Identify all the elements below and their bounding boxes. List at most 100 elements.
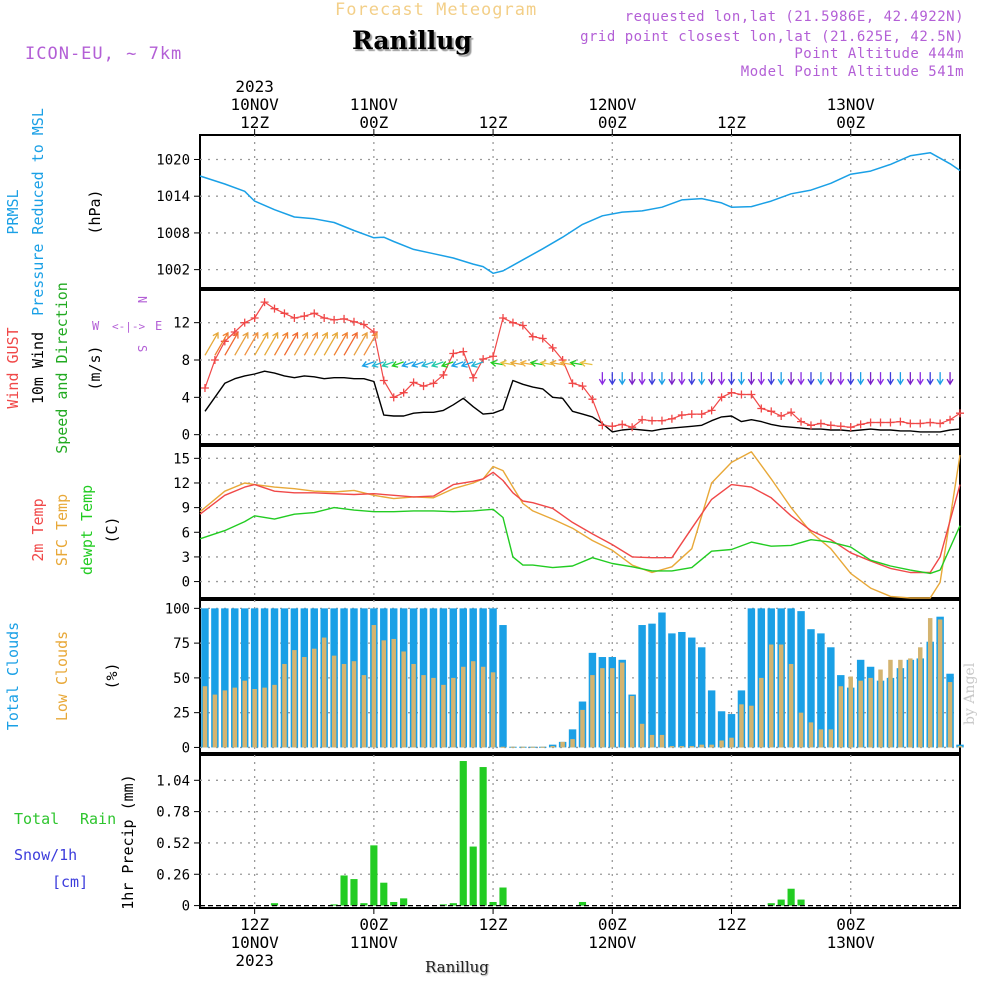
total-cloud-bar [717, 711, 726, 748]
low-cloud-bar [739, 704, 744, 748]
gust-marker [856, 420, 865, 429]
top-time-label: 00Z [598, 113, 627, 132]
low-cloud-bar [371, 625, 377, 748]
bottom-time-label: 2023 [235, 951, 274, 970]
wind-direction-arrow [926, 372, 934, 386]
wind-direction-arrow [303, 331, 319, 356]
gust-marker [479, 355, 488, 364]
cloud-series [201, 608, 964, 748]
wind-direction-arrow [214, 331, 229, 356]
wind-arrow-shape [777, 372, 785, 386]
rain-bar [370, 845, 378, 906]
wind-direction-arrow [946, 372, 954, 386]
low-cloud-bar [649, 734, 655, 748]
wind-direction-arrow [777, 372, 785, 386]
y-tick-label: 3 [182, 550, 190, 566]
wind-arrow-shape [847, 372, 855, 386]
wind-arrow-shape [460, 361, 474, 368]
wind-direction-arrow [807, 372, 815, 386]
rain-bar [340, 875, 348, 906]
model-point-altitude: Model Point Altitude 541m [740, 64, 964, 80]
rain-bar [270, 903, 279, 906]
total-cloud-bar [211, 608, 219, 748]
gust-marker [787, 408, 796, 417]
wind-direction-arrow [529, 359, 543, 367]
gust-marker [538, 334, 547, 343]
total-cloud-bar [270, 608, 279, 748]
low-cloud-bar [490, 672, 496, 748]
wind-arrow-shape [539, 359, 553, 367]
wind-direction-arrow [509, 359, 523, 367]
gust-marker [667, 414, 676, 423]
compass-arrows: <-|-> [112, 320, 145, 333]
wind-direction-arrow [363, 331, 378, 356]
wind-arrow-shape [489, 359, 504, 367]
low-cloud-bar [838, 686, 844, 748]
wind-arrow-shape [658, 372, 666, 386]
rain-bar [499, 887, 507, 906]
wind-direction-arrow [450, 361, 464, 368]
wind-direction-arrow [857, 372, 865, 386]
total-cloud-bar [638, 625, 646, 748]
gust-marker [797, 417, 806, 426]
low-cloud-bar [470, 661, 476, 748]
wind-direction-arrow [254, 331, 269, 356]
total-cloud-bar [688, 637, 696, 748]
gust-marker [697, 410, 706, 419]
low-cloud-bar [331, 655, 337, 748]
gust-marker [499, 314, 508, 322]
wind-direction-arrow [886, 372, 895, 386]
wind-direction-arrow [579, 359, 593, 367]
gust-marker [608, 422, 617, 431]
top-time-label: 12Z [717, 113, 746, 132]
low-cloud-bar [868, 677, 873, 748]
total-cloud-bar [231, 608, 239, 748]
wind-arrow-shape [559, 359, 573, 367]
gust-marker [280, 309, 289, 318]
y-tick-label: 1014 [156, 189, 190, 205]
gust-marker [429, 379, 438, 388]
compass-north: N [135, 296, 149, 303]
legend-total: Total [14, 810, 60, 828]
gust-marker [210, 356, 219, 364]
gust-marker [548, 343, 557, 352]
total-cloud-bar [439, 608, 448, 748]
wind-arrow-shape [371, 361, 385, 368]
y-tick-label: 1002 [156, 263, 190, 279]
gust-marker [349, 317, 358, 326]
y-tick-label: 0 [182, 740, 190, 756]
wind-arrow-shape [876, 372, 885, 386]
wind-arrow-shape [906, 372, 914, 386]
low-cloud-bar [321, 637, 327, 748]
top-time-label: 12NOV [588, 95, 637, 114]
wind-arrow-shape [678, 372, 686, 386]
y-tick-label: 1020 [156, 152, 190, 168]
wind-arrow-shape [421, 361, 434, 368]
y-tick-label: 15 [173, 451, 190, 467]
low-cloud-bar [202, 686, 208, 748]
gust-marker [469, 373, 478, 382]
wind-direction-arrow [708, 372, 716, 386]
wind-arrow-shape [807, 372, 815, 386]
gust-marker [340, 314, 349, 323]
wind-direction-arrow [757, 372, 765, 386]
low-cloud-bar [898, 659, 903, 748]
wind-arrow-shape [549, 359, 563, 367]
pressure-label-b: Pressure Reduced to MSL [29, 108, 47, 316]
low-cloud-bar [421, 675, 426, 748]
low-cloud-bar [719, 740, 724, 748]
model-label: ICON-EU, ~ 7km [25, 44, 183, 64]
wind-arrow-shape [797, 372, 805, 386]
precip-unit: 1hr Precip (mm) [119, 774, 137, 909]
pressure-series [199, 151, 961, 275]
wind-direction-arrow [244, 331, 259, 356]
low-cloud-bar [411, 663, 416, 748]
wind-direction-arrow [421, 361, 434, 368]
low-cloud-bar [361, 675, 367, 748]
low-cloud-bar [351, 661, 357, 748]
low-cloud-bar [222, 690, 228, 748]
wind-direction-arrow [293, 331, 309, 356]
wind-arrow-shape [430, 361, 444, 368]
wind-arrow-shape [857, 372, 865, 386]
